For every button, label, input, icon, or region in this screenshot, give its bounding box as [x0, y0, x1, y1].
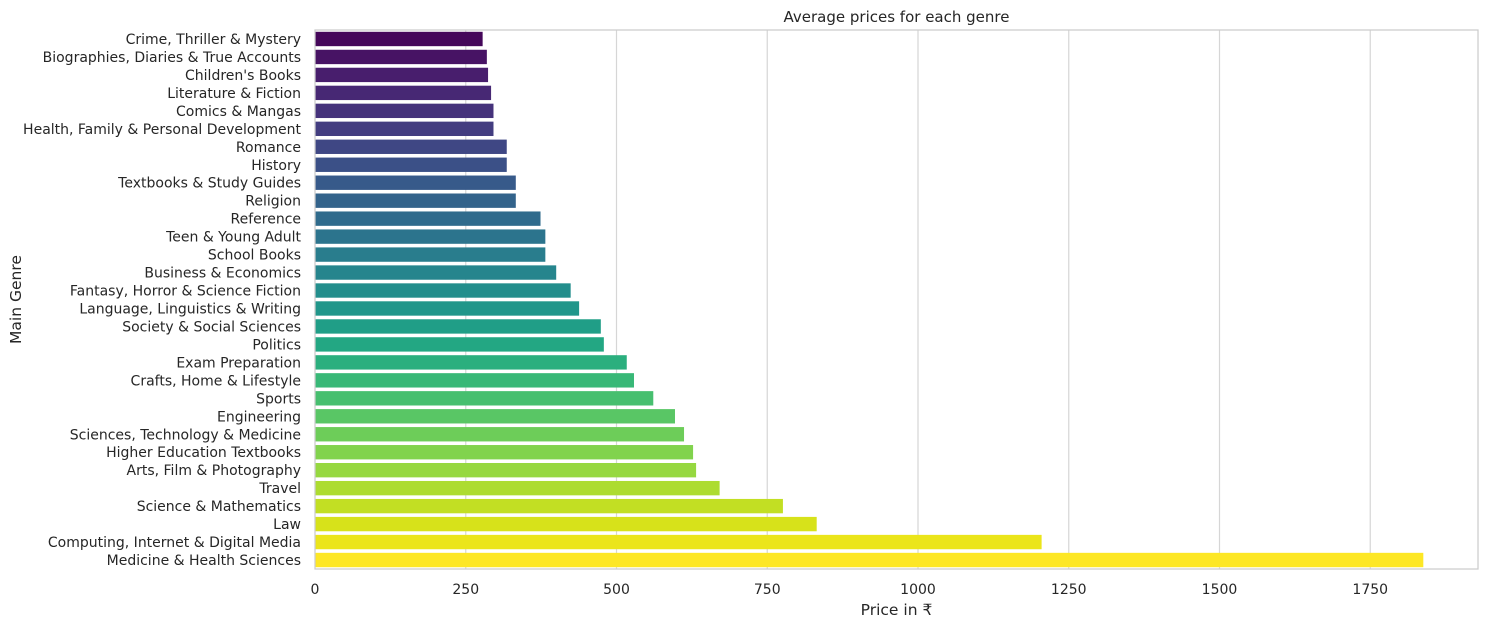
y-tick-label: Engineering [217, 409, 301, 425]
y-tick-label: Teen & Young Adult [165, 230, 301, 246]
x-tick-label: 1000 [900, 582, 936, 598]
x-axis-title: Price in ₹ [861, 601, 933, 619]
x-tick-label: 750 [754, 582, 781, 598]
bar [315, 409, 675, 424]
bar [315, 373, 634, 388]
bar [315, 498, 783, 514]
bar [315, 445, 694, 460]
y-tick-label: School Books [208, 248, 301, 264]
bar [315, 85, 492, 101]
bar [315, 462, 697, 478]
y-tick-label: Travel [258, 481, 301, 497]
bar [315, 121, 494, 137]
y-tick-label: Arts, Film & Photography [127, 463, 302, 479]
y-tick-label: Comics & Mangas [176, 104, 301, 120]
bar [315, 283, 571, 298]
y-tick-label: Health, Family & Personal Development [23, 122, 301, 138]
y-tick-labels: Crime, Thriller & Mystery Biographies, Di… [23, 32, 301, 569]
y-tick-label: Literature & Fiction [167, 86, 301, 102]
y-tick-label: Higher Education Textbooks [106, 445, 301, 461]
y-tick-label: Exam Preparation [176, 355, 301, 371]
bar [315, 49, 487, 65]
y-tick-label: Children's Books [185, 68, 301, 84]
x-tick-label: 1500 [1202, 582, 1238, 598]
bar [315, 175, 516, 190]
bar [315, 534, 1042, 550]
bar [315, 427, 685, 442]
bar [315, 103, 494, 119]
x-tick-label: 1750 [1352, 582, 1388, 598]
bar [315, 157, 507, 172]
bar [315, 211, 541, 226]
bar [315, 229, 546, 244]
y-tick-label: Religion [245, 194, 301, 210]
bar [315, 337, 604, 352]
x-tick-label: 1250 [1051, 582, 1087, 598]
y-tick-label: Computing, Internet & Digital Media [48, 535, 301, 551]
y-tick-label: Medicine & Health Sciences [107, 553, 301, 569]
gridlines [465, 30, 1371, 569]
bar [315, 355, 627, 370]
y-tick-label: Crime, Thriller & Mystery [126, 32, 301, 48]
bars [315, 31, 1424, 568]
y-tick-label: Romance [236, 140, 301, 156]
y-tick-label: Society & Social Sciences [122, 319, 301, 335]
chart-title: Average prices for each genre [784, 8, 1010, 26]
y-tick-label: Science & Mathematics [137, 499, 301, 515]
bar [315, 193, 516, 208]
y-tick-label: Sciences, Technology & Medicine [70, 427, 301, 443]
y-tick-label: Reference [231, 212, 302, 228]
x-tick-label: 250 [452, 582, 479, 598]
y-tick-label: Crafts, Home & Lifestyle [131, 373, 301, 389]
x-tick-labels: 0 250 500 750 1000 1250 1500 1750 [311, 582, 1389, 598]
bar [315, 319, 601, 334]
y-tick-label: Sports [256, 391, 301, 407]
bar [315, 31, 483, 47]
bar [315, 552, 1424, 568]
y-axis-title: Main Genre [7, 255, 25, 344]
bar [315, 516, 817, 532]
y-tick-label: Politics [252, 337, 301, 353]
bar [315, 480, 720, 496]
bar [315, 391, 654, 406]
bar [315, 67, 489, 83]
y-tick-label: Language, Linguistics & Writing [79, 301, 301, 317]
bar [315, 247, 546, 262]
y-tick-label: Biographies, Diaries & True Accounts [43, 50, 301, 66]
y-tick-label: Textbooks & Study Guides [117, 176, 301, 192]
y-tick-label: Law [273, 517, 301, 533]
plot-frame [314, 29, 1479, 570]
y-tick-label: Business & Economics [144, 266, 301, 282]
bar [315, 265, 557, 280]
x-tick-label: 0 [311, 582, 320, 598]
bar [315, 139, 507, 154]
x-tick-label: 500 [603, 582, 630, 598]
y-tick-label: History [251, 158, 301, 174]
bar [315, 301, 580, 316]
y-tick-label: Fantasy, Horror & Science Fiction [70, 284, 301, 300]
